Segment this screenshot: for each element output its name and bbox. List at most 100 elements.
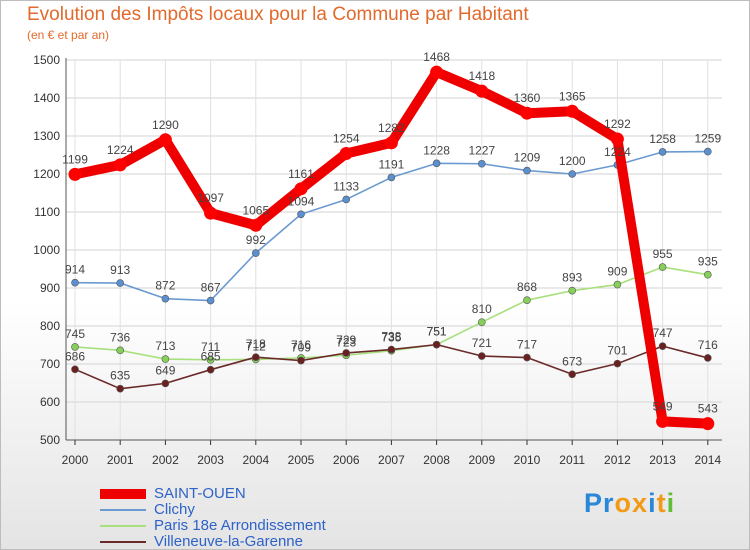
chart-title: Evolution des Impôts locaux pour la Comm… [27, 4, 529, 25]
data-label: 745 [65, 327, 85, 341]
legend-swatch [100, 509, 146, 511]
y-tick-label: 1100 [34, 205, 60, 219]
data-label: 1418 [468, 69, 495, 83]
data-label: 1360 [514, 91, 541, 105]
logo-letter: x [632, 488, 649, 518]
data-point [432, 159, 441, 168]
x-tick-label: 2008 [423, 453, 450, 467]
y-tick-label: 1500 [33, 53, 60, 67]
data-point [71, 365, 79, 374]
x-tick-label: 2000 [62, 453, 89, 467]
data-label: 747 [653, 326, 673, 340]
legend-label: SAINT-OUEN [154, 485, 246, 502]
data-label: 1365 [559, 89, 586, 103]
data-label: 723 [336, 335, 356, 349]
data-point [565, 104, 579, 118]
axis-layer: 500 600 700 800 900 1000 1100 1200 1300 1400 1500 2… [33, 53, 722, 467]
data-label: 1191 [378, 157, 404, 171]
y-tick-label: 700 [40, 357, 60, 371]
data-point [658, 342, 667, 350]
data-point [656, 414, 670, 428]
data-label: 955 [653, 247, 673, 261]
data-label: 711 [201, 340, 220, 354]
logo-letter: i [666, 488, 676, 518]
legend-swatch [100, 541, 146, 543]
data-point [158, 133, 172, 147]
y-tick-label: 600 [40, 395, 60, 409]
data-point [613, 280, 622, 289]
series-layer [68, 65, 715, 431]
data-label: 712 [246, 339, 266, 353]
data-label: 716 [698, 338, 718, 352]
data-point [568, 286, 577, 295]
legend-swatch [100, 489, 146, 499]
data-label: 1258 [649, 132, 676, 146]
data-point [297, 210, 305, 219]
data-point [339, 146, 353, 160]
x-tick-label: 2001 [107, 453, 134, 467]
data-label: 709 [291, 341, 311, 355]
data-label: 738 [381, 330, 401, 344]
y-tick-label: 1000 [33, 243, 60, 257]
data-label: 1290 [152, 118, 179, 132]
legend-item: SAINT-OUEN [100, 486, 400, 502]
x-tick-label: 2009 [468, 453, 495, 467]
data-label: 685 [201, 350, 221, 364]
logo-letter: r [603, 488, 615, 518]
data-label: 914 [65, 263, 85, 277]
data-label: 649 [155, 363, 175, 377]
x-tick-label: 2007 [378, 453, 405, 467]
data-label: 1224 [107, 143, 134, 157]
data-label: 810 [472, 302, 492, 316]
data-label: 1161 [288, 167, 314, 181]
data-point [249, 218, 263, 232]
data-point [116, 346, 124, 355]
data-point [71, 278, 79, 287]
data-label: 1199 [62, 152, 88, 166]
data-label: 1468 [423, 50, 450, 64]
legend-item: Clichy [100, 502, 400, 518]
data-point [342, 349, 351, 357]
data-point [297, 356, 305, 365]
y-tick-label: 1200 [33, 167, 60, 181]
data-point [568, 370, 577, 379]
data-point [568, 170, 577, 178]
legend-swatch [100, 525, 146, 527]
data-label: 673 [562, 354, 582, 368]
data-label: 867 [201, 281, 221, 295]
proxiti-logo: Proxiti [584, 488, 675, 519]
data-point [206, 365, 215, 374]
legend-item: Paris 18e Arrondissement [100, 518, 400, 534]
data-point [477, 159, 486, 168]
logo-letter: P [584, 488, 604, 518]
data-point [161, 379, 170, 388]
data-label: 721 [472, 336, 492, 350]
logo-letter: t [656, 488, 667, 518]
data-point [523, 296, 531, 304]
data-point [161, 294, 170, 303]
data-point [342, 195, 351, 204]
x-tick-label: 2014 [694, 453, 721, 467]
data-label: 686 [65, 349, 85, 363]
data-point [116, 384, 124, 393]
data-label: 1133 [333, 179, 359, 193]
x-tick-label: 2011 [559, 453, 585, 467]
x-tick-label: 2003 [197, 453, 224, 467]
data-label: 751 [427, 325, 447, 339]
data-label: 1065 [242, 203, 269, 217]
data-label: 1209 [514, 151, 541, 165]
data-label: 718 [246, 337, 266, 351]
data-point [703, 147, 712, 156]
data-point [430, 65, 444, 79]
data-point [658, 148, 667, 156]
data-point [432, 340, 441, 349]
chart-subtitle: (en € et par an) [27, 28, 110, 42]
data-label: 1097 [197, 191, 224, 205]
data-point [204, 206, 218, 220]
x-tick-label: 2010 [514, 453, 541, 467]
data-label: 872 [155, 279, 175, 293]
y-tick-label: 800 [40, 319, 60, 333]
data-point [613, 359, 622, 368]
legend-label: Clichy [154, 501, 195, 518]
